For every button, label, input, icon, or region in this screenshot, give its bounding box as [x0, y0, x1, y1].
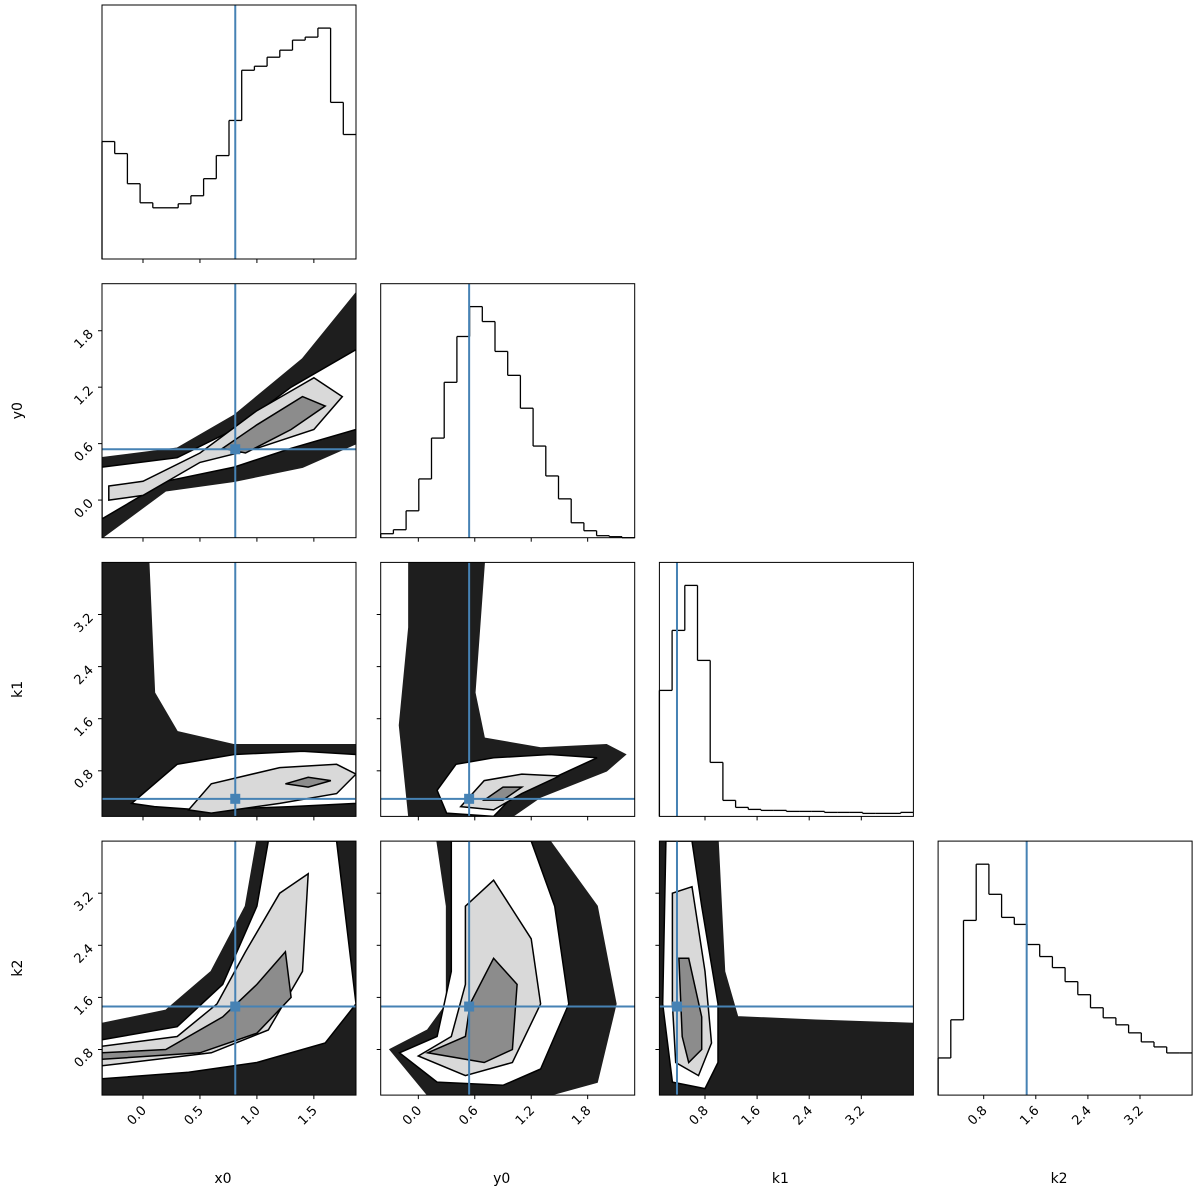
y-axis-label: k2: [10, 960, 26, 977]
panel: [102, 562, 356, 817]
panel: [380, 841, 635, 1096]
contour: [285, 776, 332, 788]
y-axis-label: k1: [10, 681, 26, 698]
x-tick-label: 2.4: [791, 1103, 816, 1128]
y-tick-label: 2.4: [72, 942, 97, 967]
y-tick-label: 0.0: [72, 496, 97, 521]
truth-point: [230, 1001, 241, 1012]
y-tick-label: 1.6: [72, 994, 97, 1019]
x-tick-label: 0.8: [965, 1103, 990, 1128]
x-tick-label: 1.2: [513, 1103, 538, 1128]
contour: [678, 957, 703, 1064]
contour: [102, 950, 292, 1061]
panel: [102, 841, 356, 1096]
y-tick-label: 3.2: [72, 611, 97, 636]
panel-frame: [101, 4, 357, 260]
panel-frame: [380, 840, 636, 1096]
y-tick-label: 1.8: [72, 327, 97, 352]
panel-frame: [101, 840, 357, 1096]
contour: [220, 395, 327, 454]
panel-frame: [937, 840, 1193, 1096]
sample-cloud: [659, 841, 914, 1096]
truth-point: [464, 793, 475, 804]
panel-frame: [658, 561, 914, 817]
y-tick-label: 0.8: [72, 1046, 97, 1071]
panel-frame: [380, 561, 636, 817]
y-axis-label: y0: [10, 402, 26, 419]
panel: [380, 562, 635, 817]
x-tick-label: 2.4: [1069, 1103, 1094, 1128]
contour: [481, 786, 525, 801]
x-tick-label: 3.2: [1122, 1103, 1147, 1128]
x-tick-label: 1.6: [1017, 1103, 1042, 1128]
y-tick-label: 0.6: [72, 440, 97, 465]
truth-point: [230, 444, 241, 455]
truth-point: [464, 1001, 475, 1012]
x-axis-label: y0: [493, 1171, 510, 1187]
y-tick-label: 1.6: [72, 715, 97, 740]
x-tick-label: 0.6: [456, 1103, 481, 1128]
x-tick-label: 0.0: [400, 1103, 425, 1128]
panel: [659, 841, 914, 1096]
x-axis-label: k1: [772, 1171, 789, 1187]
x-tick-label: 0.0: [125, 1103, 150, 1128]
x-tick-label: 1.5: [295, 1103, 320, 1128]
x-tick-label: 3.2: [843, 1103, 868, 1128]
y-tick-label: 0.8: [72, 767, 97, 792]
panel-frame: [101, 283, 357, 539]
x-tick-label: 0.5: [182, 1103, 207, 1128]
truth-point: [230, 793, 241, 804]
panel-frame: [380, 283, 636, 539]
y-tick-label: 3.2: [72, 889, 97, 914]
panel-frame: [658, 840, 914, 1096]
x-tick-label: 1.6: [739, 1103, 764, 1128]
x-tick-label: 1.8: [569, 1103, 594, 1128]
x-tick-label: 1.0: [238, 1103, 263, 1128]
x-tick-label: 0.8: [687, 1103, 712, 1128]
x-axis-label: x0: [214, 1171, 231, 1187]
x-axis-label: k2: [1051, 1171, 1068, 1187]
panel: [102, 283, 356, 538]
y-tick-label: 2.4: [72, 663, 97, 688]
truth-point: [671, 1001, 682, 1012]
sample-cloud: [398, 562, 627, 817]
y-tick-label: 1.2: [72, 383, 97, 408]
panel-frame: [101, 561, 357, 817]
